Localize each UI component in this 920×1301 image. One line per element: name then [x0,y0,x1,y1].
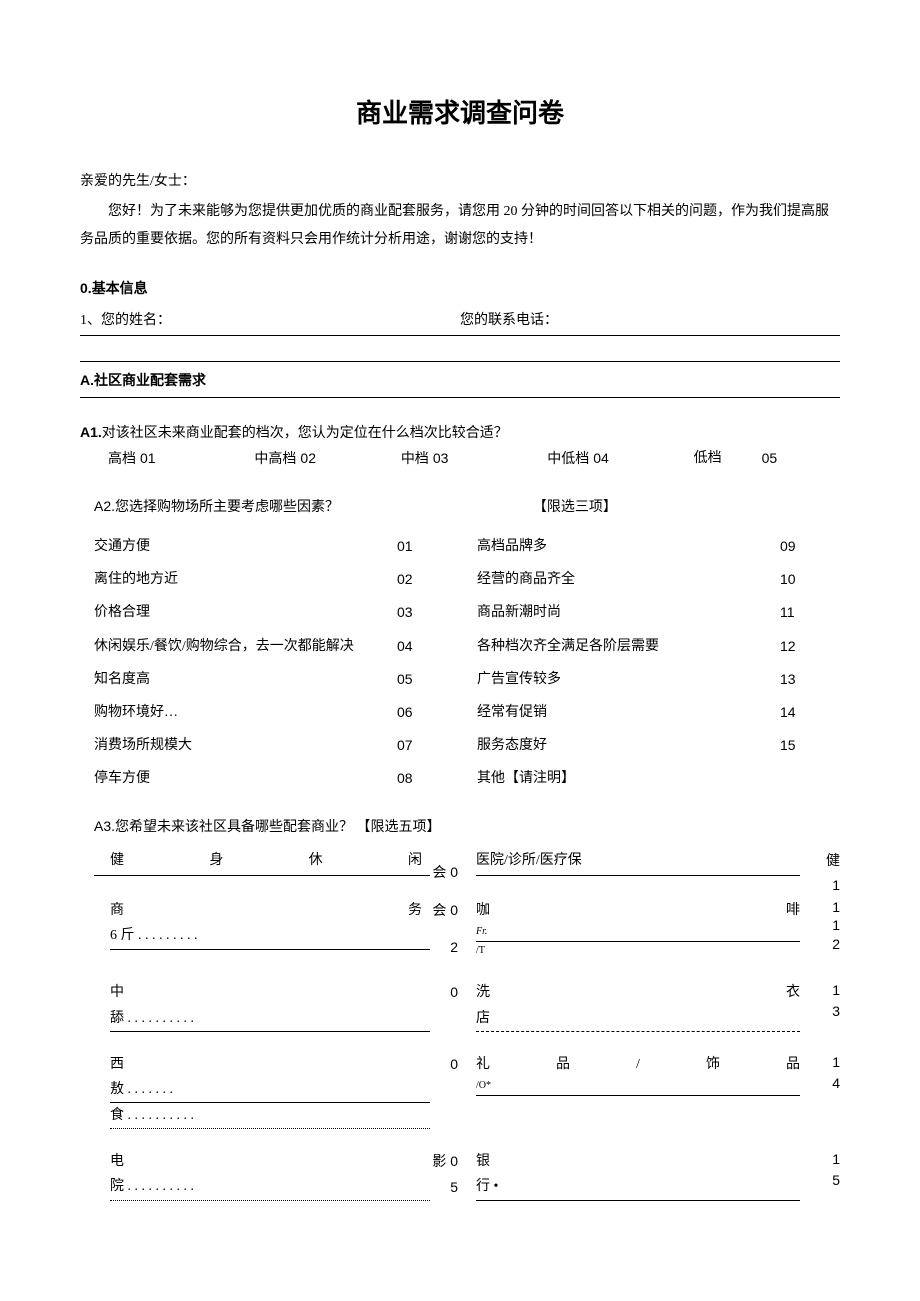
page-title: 商业需求调查问卷 [80,90,840,137]
greeting: 亲爱的先生/女士： [80,169,840,194]
phone-field[interactable]: 您的联系电话： [460,308,840,333]
a3-row-2[interactable]: 商务 6 斤 . . . . . . . . . 会 02 咖啡 Fr. /T … [94,898,840,960]
a1-options[interactable]: 高档01 中高档02 中档03 中低档04 低档05 [80,446,840,472]
a2-options-grid[interactable]: 交通方便01 高档品牌多09 离住的地方近02 经营的商品齐全10 价格合理03… [80,534,840,792]
a3-row-5[interactable]: 电 院 . . . . . . . . . . 影 05 银 行 • 15 [94,1149,840,1200]
section-a-title: A.社区商业配套需求 [80,368,840,397]
a3-row-4[interactable]: 西 敖 . . . . . . . 食 . . . . . . . . . . … [94,1052,840,1130]
question-a2: A2.您选择购物场所主要考虑哪些因素？ 【限选三项】 [80,494,840,520]
name-field[interactable]: 1、您的姓名： [80,308,460,333]
intro-text: 您好！为了未来能够为您提供更加优质的商业配套服务，请您用 20 分钟的时间回答以… [80,198,840,254]
question-a1: A1.对该社区未来商业配套的档次，您认为定位在什么档次比较合适？ [80,420,840,446]
blank-underline [80,336,840,362]
a3-row-1[interactable]: 健身 休闲 会 0 医院/诊所/医疗保 健1 [94,848,840,898]
section-0-title: 0.基本信息 [80,276,840,302]
basic-info-row: 1、您的姓名： 您的联系电话： [80,308,840,336]
question-a3: A3.您希望未来该社区具备哪些配套商业？ 【限选五项】 [94,814,840,840]
a3-row-3[interactable]: 中 舔 . . . . . . . . . . 0 洗衣 店 13 [94,980,840,1031]
question-a3-block: A3.您希望未来该社区具备哪些配套商业？ 【限选五项】 健身 休闲 会 0 医院… [80,814,840,1201]
